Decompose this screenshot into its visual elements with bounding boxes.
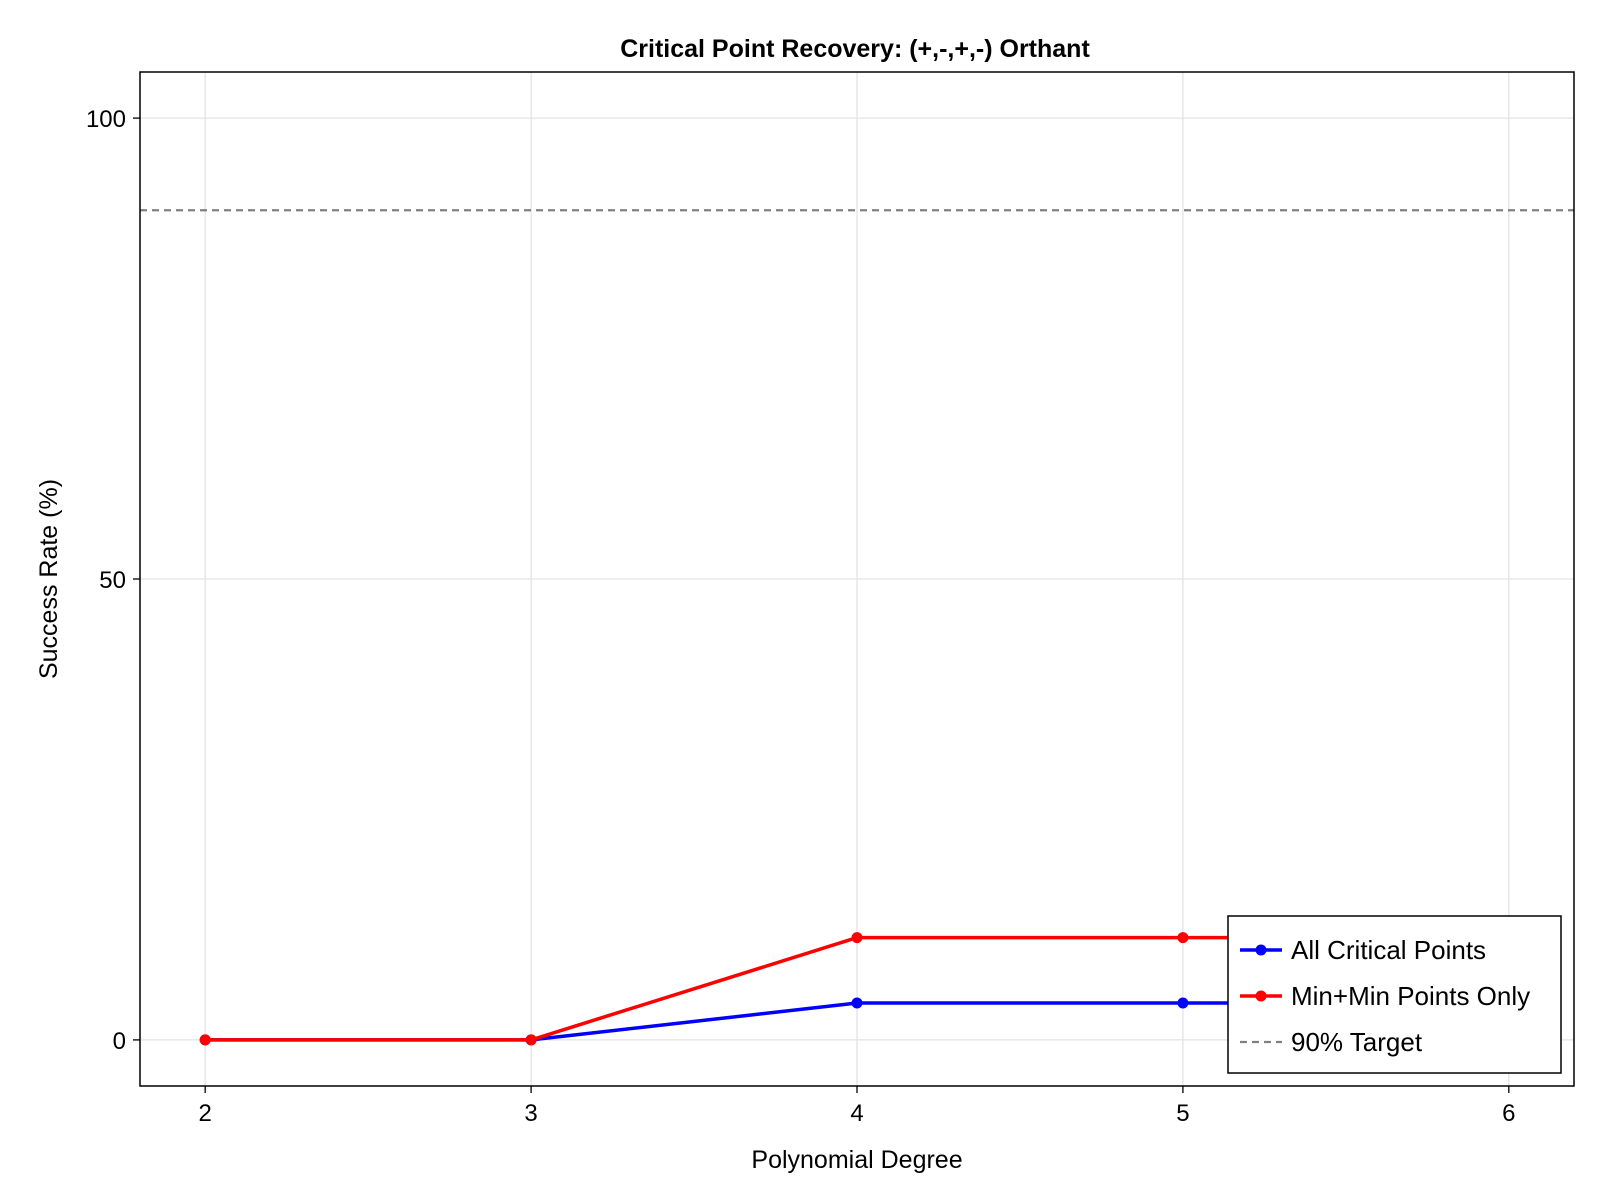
legend: All Critical Points Min+Min Points Only 90… xyxy=(1227,915,1562,1074)
legend-item: 90% Target xyxy=(1240,1027,1423,1057)
x-tick-label: 2 xyxy=(199,1100,212,1127)
legend-item: All Critical Points xyxy=(1240,935,1486,965)
legend-swatch-marker xyxy=(1255,944,1267,956)
x-tick-label: 6 xyxy=(1502,1100,1515,1127)
legend-box xyxy=(1227,915,1562,1074)
legend-label: Min+Min Points Only xyxy=(1291,981,1530,1011)
data-point xyxy=(851,932,863,944)
data-point xyxy=(199,1034,211,1046)
y-tick-label: 50 xyxy=(99,567,126,594)
y-tick-label: 100 xyxy=(86,106,126,133)
data-point xyxy=(525,1034,537,1046)
legend-label: All Critical Points xyxy=(1291,935,1486,965)
y-axis-label: Success Rate (%) xyxy=(35,479,63,679)
y-axis-ticks: 0 50 100 xyxy=(86,106,140,1055)
legend-item: Min+Min Points Only xyxy=(1240,981,1530,1011)
legend-swatch-marker xyxy=(1255,990,1267,1002)
x-axis-ticks: 2 3 4 5 6 xyxy=(199,1086,1515,1127)
x-tick-label: 3 xyxy=(524,1100,537,1127)
x-tick-label: 5 xyxy=(1176,1100,1189,1127)
x-tick-label: 4 xyxy=(850,1100,863,1127)
legend-label: 90% Target xyxy=(1291,1027,1423,1057)
x-axis-label: Polynomial Degree xyxy=(751,1146,962,1174)
y-tick-label: 0 xyxy=(113,1028,126,1055)
data-point xyxy=(1177,997,1189,1009)
data-point xyxy=(1177,932,1189,944)
data-point xyxy=(851,997,863,1009)
chart-title: Critical Point Recovery: (+,-,+,-) Ortha… xyxy=(620,35,1090,63)
